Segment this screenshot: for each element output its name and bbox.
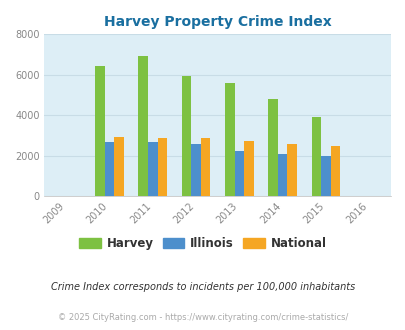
Bar <box>234 151 243 196</box>
Bar <box>181 76 191 196</box>
Text: © 2025 CityRating.com - https://www.cityrating.com/crime-statistics/: © 2025 CityRating.com - https://www.city… <box>58 313 347 322</box>
Bar <box>200 138 210 196</box>
Bar <box>114 137 124 196</box>
Bar <box>277 154 287 196</box>
Bar <box>224 83 234 196</box>
Bar <box>148 142 157 196</box>
Bar <box>191 144 200 196</box>
Title: Harvey Property Crime Index: Harvey Property Crime Index <box>104 15 331 29</box>
Bar <box>311 117 320 196</box>
Bar <box>104 142 114 196</box>
Bar <box>138 56 148 196</box>
Bar <box>268 99 277 196</box>
Legend: Harvey, Illinois, National: Harvey, Illinois, National <box>75 232 330 255</box>
Bar <box>157 138 166 196</box>
Text: Crime Index corresponds to incidents per 100,000 inhabitants: Crime Index corresponds to incidents per… <box>51 282 354 292</box>
Bar <box>320 155 330 196</box>
Bar <box>95 66 104 196</box>
Bar <box>243 141 253 196</box>
Bar <box>330 147 339 196</box>
Bar <box>287 144 296 196</box>
